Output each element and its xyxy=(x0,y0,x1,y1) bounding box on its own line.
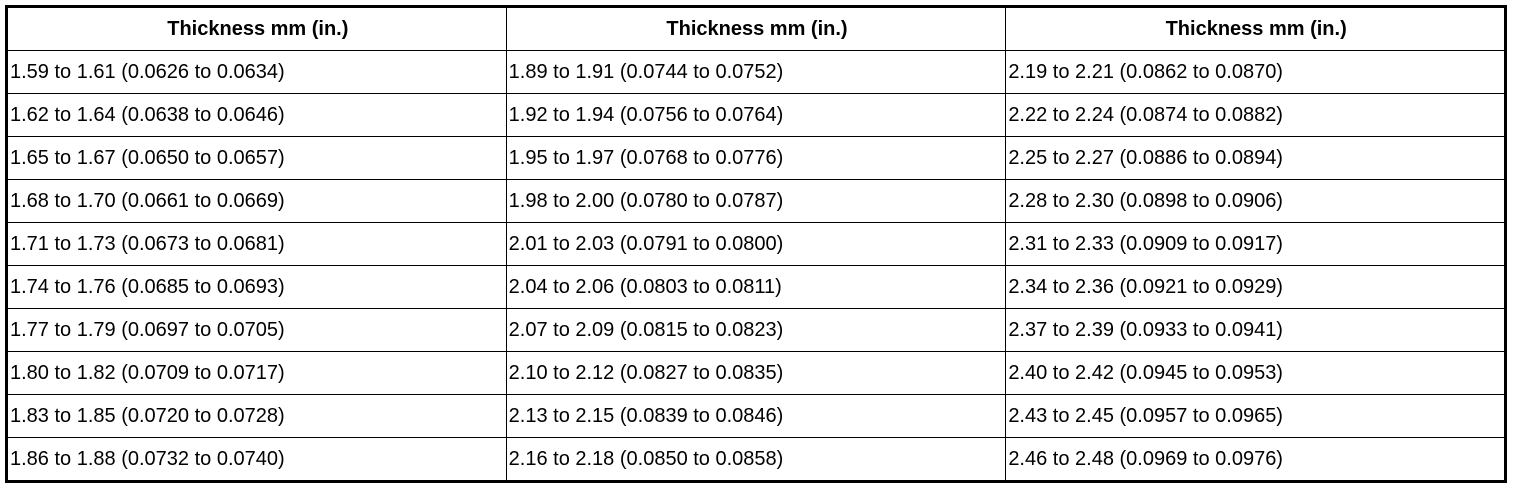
table-cell: 2.10 to 2.12 (0.0827 to 0.0835) xyxy=(505,351,1007,395)
table-cell: 1.74 to 1.76 (0.0685 to 0.0693) xyxy=(6,265,507,309)
table-row: 1.80 to 1.82 (0.0709 to 0.0717) 2.10 to 2… xyxy=(6,351,1506,395)
table-cell: 1.92 to 1.94 (0.0756 to 0.0764) xyxy=(505,93,1007,137)
header-row: Thickness mm (in.) Thickness mm (in.) Thic… xyxy=(6,6,1506,51)
table-row: 1.83 to 1.85 (0.0720 to 0.0728) 2.13 to 2… xyxy=(6,394,1506,438)
table-cell: 2.25 to 2.27 (0.0886 to 0.0894) xyxy=(1005,136,1506,180)
header-cell: Thickness mm (in.) xyxy=(505,6,1007,51)
table-cell: 1.71 to 1.73 (0.0673 to 0.0681) xyxy=(6,222,507,266)
thickness-table: Thickness mm (in.) Thickness mm (in.) Thic… xyxy=(5,5,1507,483)
table-cell: 2.40 to 2.42 (0.0945 to 0.0953) xyxy=(1005,351,1506,395)
table-cell: 2.34 to 2.36 (0.0921 to 0.0929) xyxy=(1005,265,1506,309)
table-body: 1.59 to 1.61 (0.0626 to 0.0634) 1.89 to 1… xyxy=(6,50,1506,482)
table-cell: 1.89 to 1.91 (0.0744 to 0.0752) xyxy=(505,50,1007,94)
table-cell: 1.86 to 1.88 (0.0732 to 0.0740) xyxy=(6,437,507,482)
table-cell: 2.16 to 2.18 (0.0850 to 0.0858) xyxy=(505,437,1007,482)
table-cell: 2.19 to 2.21 (0.0862 to 0.0870) xyxy=(1005,50,1506,94)
table-row: 1.59 to 1.61 (0.0626 to 0.0634) 1.89 to 1… xyxy=(6,50,1506,94)
table-row: 1.62 to 1.64 (0.0638 to 0.0646) 1.92 to 1… xyxy=(6,93,1506,137)
table-cell: 2.43 to 2.45 (0.0957 to 0.0965) xyxy=(1005,394,1506,438)
table-cell: 2.28 to 2.30 (0.0898 to 0.0906) xyxy=(1005,179,1506,223)
table-header: Thickness mm (in.) Thickness mm (in.) Thic… xyxy=(6,6,1506,51)
table-cell: 2.13 to 2.15 (0.0839 to 0.0846) xyxy=(505,394,1007,438)
table-cell: 1.77 to 1.79 (0.0697 to 0.0705) xyxy=(6,308,507,352)
table-row: 1.77 to 1.79 (0.0697 to 0.0705) 2.07 to 2… xyxy=(6,308,1506,352)
table-cell: 1.62 to 1.64 (0.0638 to 0.0646) xyxy=(6,93,507,137)
table-cell: 1.95 to 1.97 (0.0768 to 0.0776) xyxy=(505,136,1007,180)
table-row: 1.74 to 1.76 (0.0685 to 0.0693) 2.04 to 2… xyxy=(6,265,1506,309)
header-cell: Thickness mm (in.) xyxy=(1005,6,1506,51)
header-cell: Thickness mm (in.) xyxy=(6,6,507,51)
table-cell: 2.31 to 2.33 (0.0909 to 0.0917) xyxy=(1005,222,1506,266)
table-row: 1.68 to 1.70 (0.0661 to 0.0669) 1.98 to 2… xyxy=(6,179,1506,223)
table-row: 1.65 to 1.67 (0.0650 to 0.0657) 1.95 to 1… xyxy=(6,136,1506,180)
table-cell: 1.98 to 2.00 (0.0780 to 0.0787) xyxy=(505,179,1007,223)
table-row: 1.86 to 1.88 (0.0732 to 0.0740) 2.16 to 2… xyxy=(6,437,1506,482)
table-cell: 2.22 to 2.24 (0.0874 to 0.0882) xyxy=(1005,93,1506,137)
table-cell: 1.80 to 1.82 (0.0709 to 0.0717) xyxy=(6,351,507,395)
table-cell: 2.01 to 2.03 (0.0791 to 0.0800) xyxy=(505,222,1007,266)
table-cell: 2.37 to 2.39 (0.0933 to 0.0941) xyxy=(1005,308,1506,352)
table-cell: 2.04 to 2.06 (0.0803 to 0.0811) xyxy=(505,265,1007,309)
table-cell: 2.07 to 2.09 (0.0815 to 0.0823) xyxy=(505,308,1007,352)
table-cell: 1.83 to 1.85 (0.0720 to 0.0728) xyxy=(6,394,507,438)
table-cell: 1.59 to 1.61 (0.0626 to 0.0634) xyxy=(6,50,507,94)
table-cell: 2.46 to 2.48 (0.0969 to 0.0976) xyxy=(1005,437,1506,482)
table-cell: 1.65 to 1.67 (0.0650 to 0.0657) xyxy=(6,136,507,180)
table-row: 1.71 to 1.73 (0.0673 to 0.0681) 2.01 to 2… xyxy=(6,222,1506,266)
table-cell: 1.68 to 1.70 (0.0661 to 0.0669) xyxy=(6,179,507,223)
